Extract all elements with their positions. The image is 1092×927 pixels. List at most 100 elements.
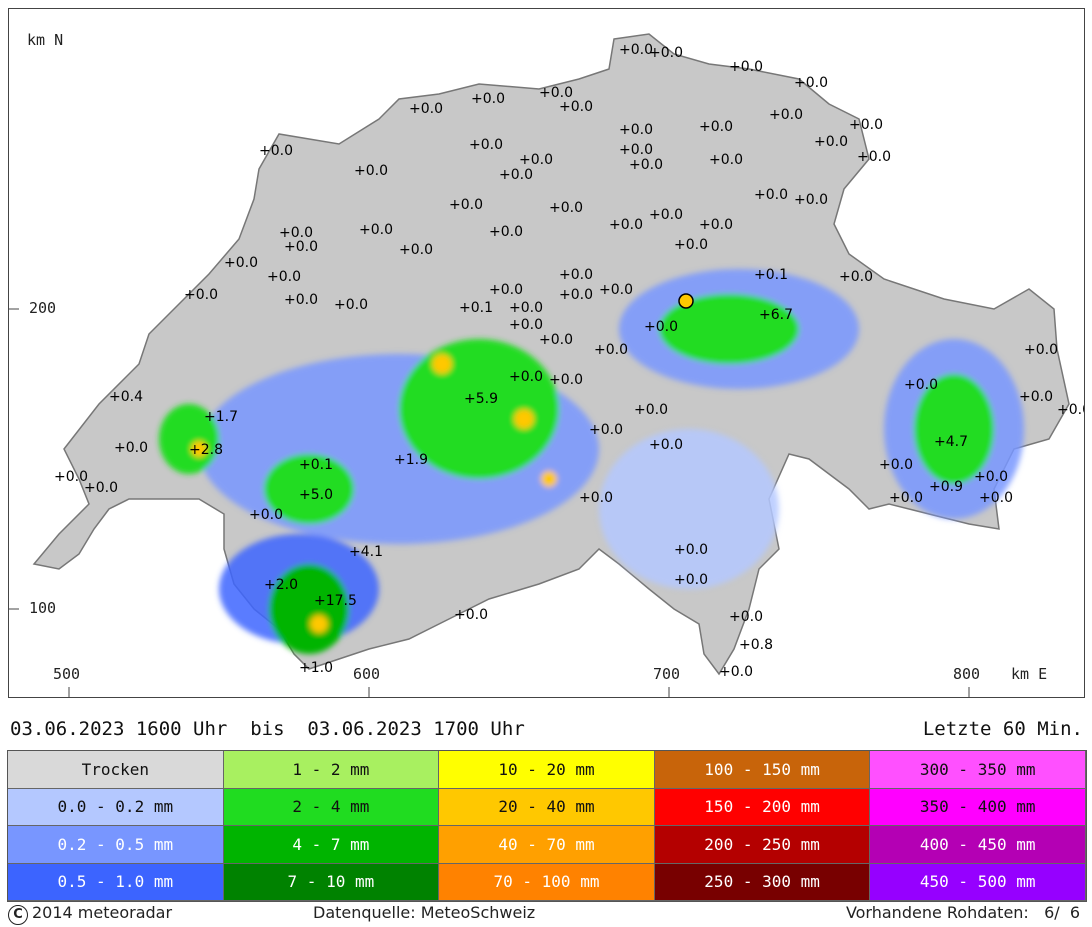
legend-item: 0.2 - 0.5 mm [8,826,224,864]
station-value: +0.1 [459,300,493,316]
station-value: +6.7 [759,307,793,323]
station-value: +0.0 [619,42,653,58]
legend-item: 4 - 7 mm [223,826,440,864]
station-value: +0.0 [489,282,523,298]
station-value: +0.0 [619,122,653,138]
time-window: Letzte 60 Min. [922,718,1083,740]
station-value: +0.0 [84,480,118,496]
station-value: +0.0 [509,300,543,316]
footer: C 2014 meteoradar Datenquelle: MeteoSchwe… [8,903,1088,925]
precipitation-legend: Trocken 1 - 2 mm 10 - 20 mm 100 - 150 mm 300… [7,750,1087,902]
period-row: 03.06.2023 1600 Uhr bis 03.06.2023 1700 … [10,718,1085,746]
station-value: +0.0 [284,239,318,255]
station-value: +1.9 [394,452,428,468]
legend-item: 450 - 500 mm [870,863,1086,901]
station-value: +0.0 [609,217,643,233]
legend-item: 2 - 4 mm [223,788,440,826]
north-axis-label: km N [25,31,66,49]
station-value: +1.7 [204,409,238,425]
station-value: +0.0 [594,342,628,358]
legend-item: 0.0 - 0.2 mm [8,788,224,826]
station-value: +0.0 [549,200,583,216]
x-tick-label: 700 [651,665,683,683]
station-value: +0.0 [354,163,388,179]
station-value: +0.0 [769,107,803,123]
station-value: +0.0 [974,469,1008,485]
legend-item: 100 - 150 mm [654,751,871,789]
station-value: +0.1 [754,267,788,283]
time-period: 03.06.2023 1600 Uhr bis 03.06.2023 1700 … [10,718,525,740]
station-value: +0.0 [114,440,148,456]
legend-item: 300 - 350 mm [870,751,1086,789]
station-value: +5.9 [464,391,498,407]
station-value: +0.0 [904,377,938,393]
station-values: +0.0 +0.0 +0.0 +0.0 +0.0 +0.0 +0.0 +0.0 +0.0 +0.0… [54,42,1084,680]
radar-map: +0.0 +0.0 +0.0 +0.0 +0.0 +0.0 +0.0 +0.0 +0.0 +0.0… [8,8,1085,698]
legend-item: 150 - 200 mm [654,788,871,826]
station-value: +2.8 [189,442,223,458]
station-value: +0.0 [471,91,505,107]
station-value: +0.0 [1024,342,1058,358]
station-value: +4.1 [349,544,383,560]
y-tick-label: 100 [27,599,59,617]
station-value: +1.0 [299,660,333,676]
legend-item: 250 - 300 mm [654,863,871,901]
legend-item: 1 - 2 mm [223,751,440,789]
station-value: +0.0 [284,292,318,308]
station-value: +0.0 [849,117,883,133]
station-value: +0.0 [399,242,433,258]
station-value: +0.0 [549,372,583,388]
station-value: +0.0 [449,197,483,213]
station-value: +0.0 [519,152,553,168]
data-source: Datenquelle: MeteoSchweiz [313,903,536,922]
station-value: +0.8 [739,637,773,653]
station-value: +0.0 [509,317,543,333]
station-value: +0.0 [249,507,283,523]
station-value: +0.0 [839,269,873,285]
map-canvas: +0.0 +0.0 +0.0 +0.0 +0.0 +0.0 +0.0 +0.0 +0.0 +0.0… [9,33,1084,697]
station-value: +0.0 [629,157,663,173]
station-value: +0.0 [649,207,683,223]
station-value: +0.0 [729,609,763,625]
station-value: +0.0 [879,457,913,473]
station-value: +0.0 [729,59,763,75]
station-value: +0.0 [579,490,613,506]
station-value: +5.0 [299,487,333,503]
legend-item: 0.5 - 1.0 mm [8,863,224,901]
station-value: +0.0 [334,297,368,313]
station-value: +0.0 [409,101,443,117]
station-value: +0.0 [489,224,523,240]
station-value: +0.0 [54,469,88,485]
x-tick-label: 800 [951,665,983,683]
station-value: +0.0 [754,187,788,203]
station-value: +0.0 [634,402,668,418]
station-value: +0.0 [674,572,708,588]
legend-item: 20 - 40 mm [439,788,655,826]
x-tick-label: 500 [51,665,83,683]
station-value: +0.0 [649,437,683,453]
copyright: C 2014 meteoradar [8,903,172,925]
station-value: +0.0 [889,490,923,506]
east-axis-label: km E [1009,665,1050,683]
x-tick-label: 600 [351,665,383,683]
station-value: +0.0 [589,422,623,438]
raw-data-count: Vorhandene Rohdaten: 6/ 6 [845,903,1080,922]
station-value: +0.0 [259,143,293,159]
station-value: +0.0 [559,267,593,283]
station-value: +0.0 [1019,389,1053,405]
legend-item: 40 - 70 mm [439,826,655,864]
legend-item: 350 - 400 mm [870,788,1086,826]
station-value: +0.0 [454,607,488,623]
station-value: +0.0 [674,237,708,253]
copyright-text: 2014 meteoradar [32,903,173,922]
legend-item: 200 - 250 mm [654,826,871,864]
station-value: +0.0 [674,542,708,558]
station-value: +0.0 [794,75,828,91]
station-value: +0.0 [499,167,533,183]
y-tick-label: 200 [27,299,59,317]
legend-item: Trocken [8,751,224,789]
station-value: +0.0 [279,225,313,241]
station-value: +0.0 [224,255,258,271]
station-value: +17.5 [314,593,357,609]
station-value: +0.0 [619,142,653,158]
